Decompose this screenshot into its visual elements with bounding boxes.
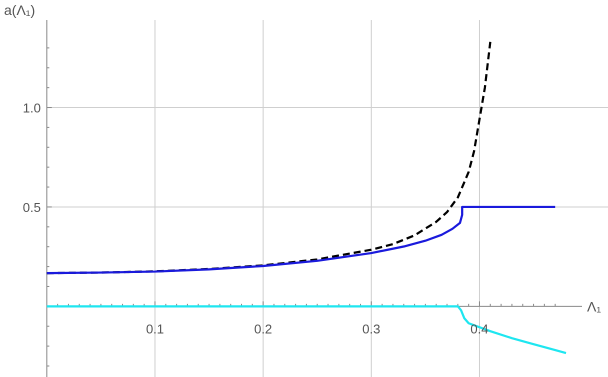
x-tick-label: 0.3 — [362, 321, 380, 336]
y-axis-label: a(Λ₁) — [4, 2, 35, 18]
labels: 0.1 0.2 0.3 0.4 0.5 1.0 a(Λ₁) Λ₁ — [4, 2, 601, 336]
series-line-3 — [46, 305, 567, 355]
y-tick-label: 0.5 — [23, 200, 41, 215]
series-line-1 — [46, 41, 492, 275]
x-tick-label: 0.2 — [254, 321, 272, 336]
x-axis-label: Λ₁ — [587, 298, 601, 314]
grid — [46, 20, 608, 377]
series-line-2 — [46, 205, 556, 275]
axes — [46, 20, 582, 377]
x-tick-label: 0.1 — [146, 321, 164, 336]
y-tick-label: 1.0 — [23, 101, 41, 116]
series — [46, 41, 567, 355]
x-tick-label: 0.4 — [470, 321, 488, 336]
